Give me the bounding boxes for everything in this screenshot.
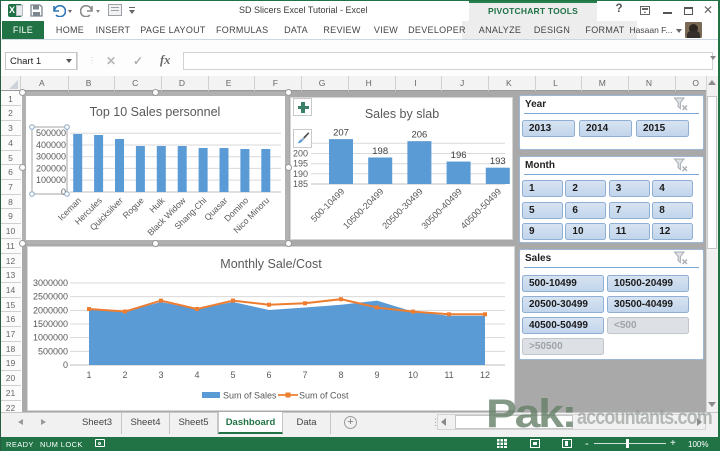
svg-text:0: 0: [63, 360, 68, 370]
svg-text:500000: 500000: [36, 128, 66, 138]
svg-text:11: 11: [444, 370, 453, 380]
svg-text:12: 12: [480, 370, 490, 380]
svg-text:1000000: 1000000: [33, 333, 68, 343]
svg-text:2000000: 2000000: [33, 305, 68, 315]
svg-text:Sum of Sales: Sum of Sales: [223, 391, 277, 401]
svg-text:10500-20499: 10500-20499: [341, 186, 386, 231]
svg-text:196: 196: [451, 150, 467, 161]
svg-text:190: 190: [293, 169, 308, 179]
svg-text:7: 7: [302, 370, 307, 380]
svg-text:Monthly Sale/Cost: Monthly Sale/Cost: [220, 257, 322, 271]
svg-text:193: 193: [490, 156, 506, 167]
svg-text:2500000: 2500000: [33, 292, 68, 302]
svg-text:1500000: 1500000: [33, 319, 68, 329]
svg-text:200000: 200000: [36, 163, 66, 173]
svg-text:4: 4: [194, 370, 199, 380]
svg-text:500000: 500000: [38, 346, 68, 356]
svg-text:5: 5: [230, 370, 235, 380]
svg-text:400000: 400000: [36, 140, 66, 150]
svg-text:2: 2: [122, 370, 127, 380]
svg-text:8: 8: [338, 370, 343, 380]
svg-text:206: 206: [411, 130, 427, 141]
svg-text:300000: 300000: [36, 152, 66, 162]
svg-text:198: 198: [372, 146, 388, 157]
svg-text:40500-50499: 40500-50499: [459, 186, 504, 231]
svg-text:207: 207: [333, 128, 349, 139]
svg-text:3000000: 3000000: [33, 278, 68, 288]
svg-text:185: 185: [293, 179, 308, 189]
svg-text:0: 0: [61, 187, 66, 197]
svg-text:Rogue: Rogue: [121, 195, 146, 220]
svg-text:9: 9: [374, 370, 379, 380]
svg-text:1: 1: [86, 370, 91, 380]
svg-text:20500-30499: 20500-30499: [380, 186, 425, 231]
svg-text:100000: 100000: [36, 175, 66, 185]
svg-text:3: 3: [158, 370, 163, 380]
svg-text:Sum of Cost: Sum of Cost: [299, 391, 349, 401]
svg-text:200: 200: [293, 149, 308, 159]
svg-text:6: 6: [266, 370, 271, 380]
svg-text:Top 10 Sales personnel: Top 10 Sales personnel: [90, 105, 221, 119]
svg-text:30500-40499: 30500-40499: [419, 186, 464, 231]
svg-text:500-10499: 500-10499: [309, 186, 347, 224]
svg-text:Sales by slab: Sales by slab: [365, 107, 439, 121]
svg-text:10: 10: [408, 370, 418, 380]
svg-text:195: 195: [293, 159, 308, 169]
